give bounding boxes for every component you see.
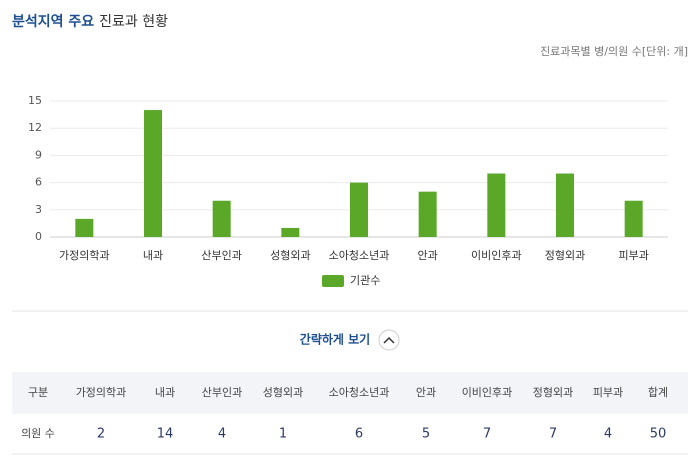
subtitle: 진료과목별 병/의원 수[단위: 개]	[540, 45, 688, 58]
title-highlight: 분석지역 주요	[12, 13, 94, 30]
table-header-cell: 내과	[155, 386, 175, 399]
table-cell: 2	[97, 427, 105, 442]
toggle-button[interactable]	[378, 329, 400, 351]
bar	[144, 110, 162, 237]
bar	[556, 173, 574, 237]
x-tick-label: 성형외과	[270, 249, 310, 262]
bar	[487, 173, 506, 237]
table-cell: 의원 수	[21, 427, 55, 440]
table-cell: 14	[157, 427, 174, 442]
y-tick-label: 0	[35, 230, 42, 243]
table-cell: 50	[650, 427, 667, 442]
bar	[281, 227, 300, 237]
legend-swatch	[322, 275, 344, 287]
bar	[350, 182, 368, 237]
y-tick-label: 9	[35, 148, 42, 161]
y-tick-label: 15	[28, 94, 42, 107]
x-tick-label: 피부과	[618, 249, 648, 262]
table-header-cell: 안과	[416, 386, 436, 399]
x-tick-label: 소아청소년과	[329, 249, 390, 262]
bar	[418, 191, 437, 237]
table-header-cell: 성형외과	[263, 386, 303, 399]
table-header-cell: 이비인후과	[462, 386, 513, 399]
table-header-cell: 합계	[648, 386, 668, 399]
x-tick-label: 안과	[418, 249, 438, 262]
x-tick-label: 정형외과	[545, 249, 585, 262]
table-cell: 1	[279, 427, 287, 442]
y-tick-label: 12	[28, 121, 42, 134]
table-header-cell: 소아청소년과	[329, 386, 390, 399]
table-cell: 5	[422, 427, 430, 442]
toggle-label[interactable]: 간략하게 보기	[300, 332, 370, 347]
bar	[212, 200, 231, 237]
table-cell: 7	[549, 427, 557, 442]
y-tick-label: 6	[35, 176, 42, 189]
table-cell: 4	[604, 427, 612, 442]
x-tick-label: 산부인과	[201, 249, 241, 262]
title: 진료과 현황	[99, 14, 168, 30]
table-cell: 7	[483, 427, 491, 442]
table-header-cell: 산부인과	[202, 386, 242, 399]
table-header-cell: 구분	[28, 386, 48, 399]
x-tick-label: 내과	[143, 249, 163, 262]
bar	[624, 200, 643, 237]
table-header-cell: 가정의학과	[76, 386, 127, 399]
table-header-bg	[12, 372, 688, 414]
x-tick-label: 이비인후과	[471, 249, 522, 262]
table-header-cell: 정형외과	[533, 386, 573, 399]
table-cell: 6	[355, 427, 363, 442]
legend-label: 기관수	[350, 274, 380, 287]
table-header-cell: 피부과	[593, 386, 623, 399]
x-tick-label: 가정의학과	[59, 249, 110, 262]
table-cell: 4	[218, 427, 226, 442]
y-tick-label: 3	[35, 203, 42, 216]
bar	[75, 218, 94, 237]
